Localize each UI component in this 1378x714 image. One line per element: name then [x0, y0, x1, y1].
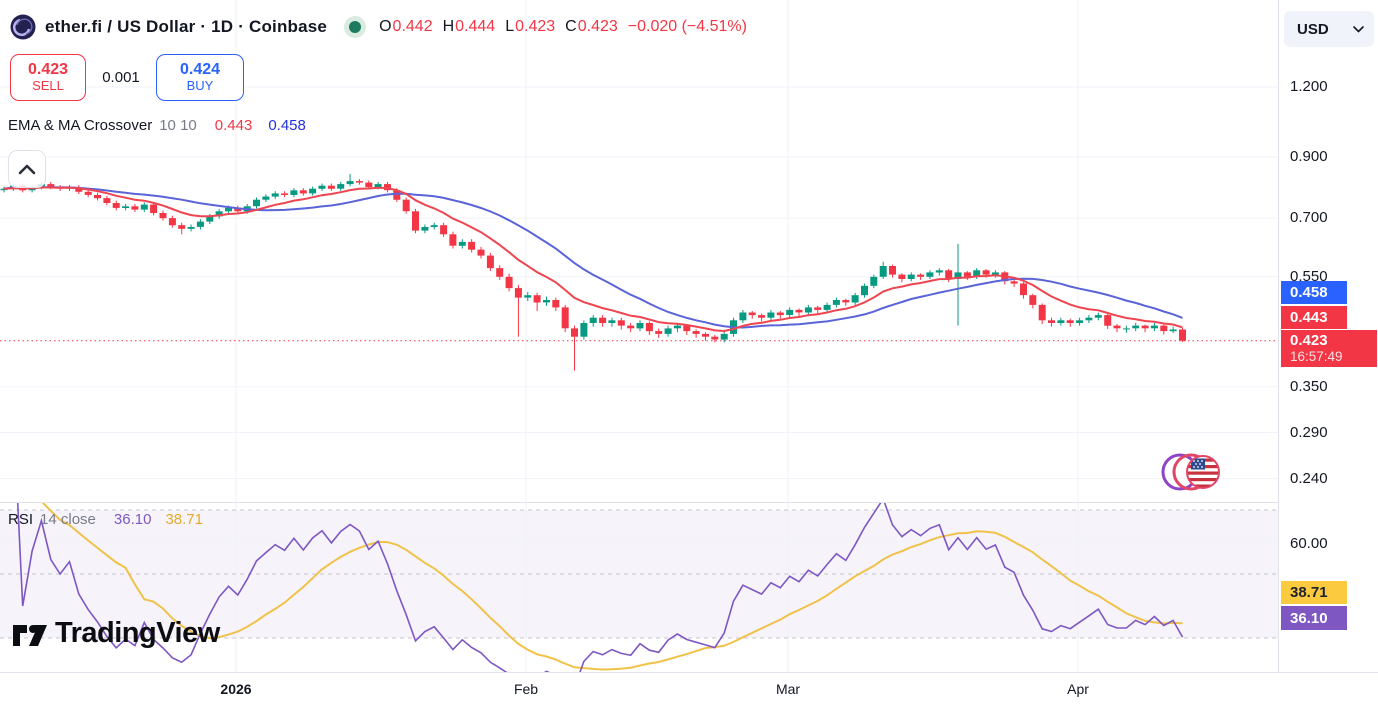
- etherfi-logo-icon: [10, 14, 36, 40]
- sell-price: 0.423: [27, 60, 69, 78]
- low-label: L: [505, 18, 515, 35]
- price-axis-separator: [1278, 0, 1279, 714]
- tradingview-logo-icon: [13, 624, 47, 646]
- symbol-title[interactable]: ether.fi / US Dollar · 1D · Coinbase: [45, 17, 328, 36]
- chevron-down-icon: [1353, 25, 1364, 33]
- ema-line: [3, 186, 1183, 333]
- close-value: 0.423: [577, 18, 618, 35]
- rsi-name: RSI: [8, 511, 34, 528]
- high-value: 0.444: [455, 18, 496, 35]
- change-value: −0.020 (−4.51%): [627, 18, 747, 35]
- chevron-up-icon: [18, 164, 36, 175]
- ema-price-badge: 0.443: [1281, 306, 1347, 329]
- last-price-value: 0.423: [1290, 332, 1328, 350]
- rsi-line: [16, 502, 1184, 672]
- last-price-badge: 0.423 16:57:49: [1281, 330, 1377, 367]
- price-axis-tick: 0.700: [1290, 209, 1328, 226]
- ema-ma-crossover-legend[interactable]: EMA & MA Crossover 10 10 0.443 0.458: [8, 117, 306, 134]
- ma-price-badge: 0.458: [1281, 281, 1347, 304]
- order-panel: 0.423 SELL 0.001 0.424 BUY: [10, 54, 244, 101]
- rsi-ma-line: [40, 502, 1183, 671]
- ema-value: 0.443: [214, 117, 253, 134]
- currency-value: USD: [1297, 20, 1329, 38]
- time-axis-tick: 2026: [220, 681, 252, 697]
- watermark-text: TradingView: [55, 617, 220, 649]
- rsi-params: 14 close: [40, 511, 96, 528]
- us-flag-marker-icon: [1158, 446, 1232, 498]
- price-axis-tick: 0.290: [1290, 424, 1328, 441]
- ohlc-readout: O 0.442 H 0.444 L 0.423 C 0.423 −0.020 (…: [379, 18, 747, 36]
- tradingview-watermark[interactable]: TradingView: [12, 617, 220, 650]
- rsi-legend[interactable]: RSI 14 close 36.10 38.71: [8, 511, 203, 528]
- candlestick-series: [0, 173, 1186, 371]
- rsi-badge: 36.10: [1281, 606, 1347, 630]
- collapse-panel-button[interactable]: [8, 150, 46, 188]
- session-countdown: 16:57:49: [1290, 349, 1343, 365]
- buy-price: 0.424: [179, 60, 221, 78]
- rsi-ma-value: 38.71: [165, 511, 203, 528]
- sell-label: SELL: [32, 78, 64, 94]
- currency-dropdown[interactable]: USD: [1284, 11, 1374, 47]
- spread-value: 0.001: [102, 69, 140, 86]
- buy-button[interactable]: 0.424 BUY: [156, 54, 244, 101]
- market-status-icon[interactable]: [343, 15, 367, 39]
- indicator-params: 10 10: [159, 117, 197, 134]
- time-axis-separator: [0, 672, 1378, 673]
- open-value: 0.442: [392, 18, 433, 35]
- price-axis-tick: 0.550: [1290, 268, 1328, 285]
- sell-button[interactable]: 0.423 SELL: [10, 54, 86, 101]
- time-axis[interactable]: 2026 Feb Mar Apr: [0, 673, 1378, 714]
- close-label: C: [565, 18, 577, 35]
- ma-line: [3, 186, 1183, 329]
- price-axis-tick: 1.200: [1290, 78, 1328, 95]
- open-label: O: [379, 18, 392, 35]
- time-axis-tick: Mar: [775, 681, 801, 697]
- low-value: 0.423: [515, 18, 556, 35]
- rsi-ma-badge: 38.71: [1281, 581, 1347, 604]
- time-axis-tick: Apr: [1067, 681, 1089, 697]
- symbol-header: ether.fi / US Dollar · 1D · Coinbase O 0…: [10, 14, 747, 40]
- ma-value: 0.458: [268, 117, 306, 134]
- time-axis-tick: Feb: [513, 681, 539, 697]
- high-label: H: [442, 18, 455, 35]
- rsi-indicator-pane[interactable]: [0, 502, 1278, 672]
- price-axis-tick: 0.240: [1290, 470, 1328, 487]
- rsi-value: 36.10: [113, 511, 152, 528]
- price-axis-tick: 0.900: [1290, 148, 1328, 165]
- rsi-axis-tick: 60.00: [1290, 535, 1328, 552]
- price-axis-tick: 0.350: [1290, 378, 1328, 395]
- buy-label: BUY: [186, 78, 214, 94]
- pane-separator[interactable]: [0, 502, 1278, 503]
- price-chart-pane[interactable]: [0, 0, 1278, 502]
- indicator-name: EMA & MA Crossover: [8, 117, 153, 134]
